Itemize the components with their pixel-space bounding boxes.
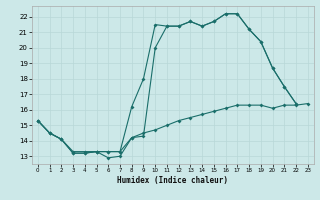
X-axis label: Humidex (Indice chaleur): Humidex (Indice chaleur): [117, 176, 228, 185]
